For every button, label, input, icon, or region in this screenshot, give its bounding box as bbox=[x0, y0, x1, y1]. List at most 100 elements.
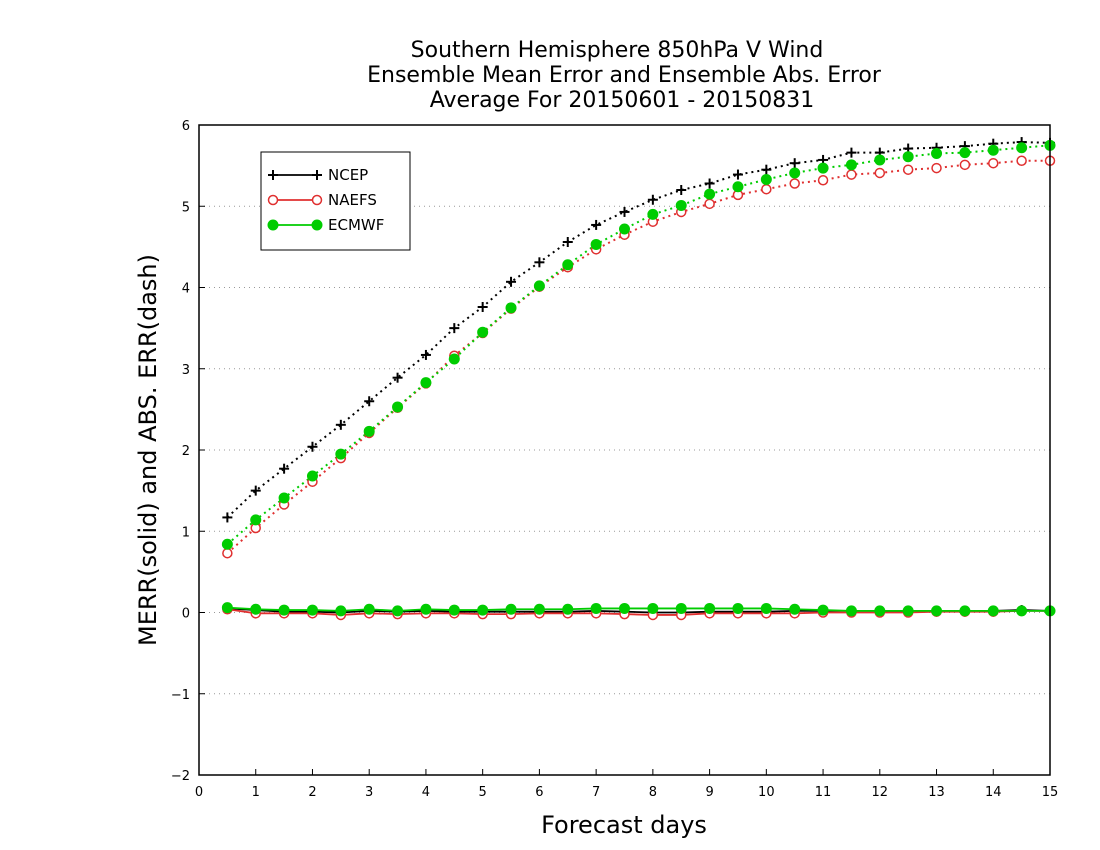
legend-label: NAEFS bbox=[328, 191, 377, 209]
legend-entry-ecmwf: ECMWF bbox=[267, 216, 384, 234]
naefs-abs-err-point bbox=[222, 547, 233, 559]
ncep-abs-err-point bbox=[732, 169, 743, 180]
ecmwf-abs-err-point bbox=[931, 147, 943, 159]
naefs-abs-err-point bbox=[789, 178, 800, 189]
naefs-abs-err-point bbox=[1016, 155, 1027, 166]
ncep-abs-err-point bbox=[420, 349, 431, 360]
ncep-abs-err-point bbox=[392, 372, 403, 383]
ecmwf-abs-err-point bbox=[874, 154, 886, 166]
legend-label: ECMWF bbox=[328, 216, 384, 234]
ecmwf-mean-err-point bbox=[363, 603, 375, 615]
ecmwf-abs-err-point bbox=[562, 259, 574, 271]
legend-marker bbox=[267, 219, 279, 231]
ecmwf-mean-err-point bbox=[619, 602, 630, 614]
ncep-abs-err-point bbox=[364, 396, 375, 407]
legend-label: NCEP bbox=[328, 166, 368, 184]
ecmwf-abs-err-point bbox=[533, 280, 545, 292]
naefs-abs-err-point bbox=[874, 167, 886, 179]
x-tick-label: 3 bbox=[365, 785, 373, 800]
ecmwf-abs-err-point bbox=[760, 173, 772, 185]
naefs-abs-err-point bbox=[761, 183, 772, 195]
ecmwf-abs-err-point bbox=[1016, 142, 1028, 154]
chart-title: Southern Hemisphere 850hPa V Wind Ensemb… bbox=[367, 38, 882, 113]
naefs-abs-err-point bbox=[817, 175, 829, 186]
ecmwf-abs-err-point bbox=[845, 159, 857, 171]
ecmwf-abs-err-point bbox=[704, 188, 716, 200]
ecmwf-mean-err-point bbox=[392, 605, 404, 617]
legend-box bbox=[260, 151, 411, 251]
ecmwf-mean-err-point bbox=[789, 603, 801, 615]
ecmwf-abs-err-point bbox=[392, 401, 404, 413]
ecmwf-mean-err-point bbox=[250, 603, 262, 615]
ncep-abs-err-point bbox=[250, 485, 261, 496]
y-tick-label: 5 bbox=[182, 200, 190, 215]
ecmwf-abs-err-point bbox=[789, 167, 801, 179]
x-tick-label: 13 bbox=[928, 785, 945, 800]
x-tick-label: 10 bbox=[758, 785, 775, 800]
ecmwf-abs-err-point bbox=[902, 151, 914, 163]
ecmwf-mean-err-point bbox=[562, 603, 574, 615]
x-tick-label: 9 bbox=[705, 785, 713, 800]
naefs-abs-err-point bbox=[902, 164, 914, 175]
ecmwf-abs-err-point bbox=[363, 425, 375, 437]
ecmwf-abs-err-point bbox=[619, 223, 630, 235]
title-line-1: Southern Hemisphere 850hPa V Wind bbox=[411, 38, 824, 63]
ncep-abs-err-point bbox=[477, 302, 488, 312]
ecmwf-abs-err-point bbox=[306, 470, 318, 482]
legend-entry-naefs: NAEFS bbox=[267, 191, 377, 209]
ecmwf-mean-err-point bbox=[675, 602, 687, 614]
x-tick-label: 5 bbox=[479, 785, 487, 800]
ncep-abs-err-point bbox=[704, 178, 715, 189]
ncep-abs-err-point bbox=[562, 237, 573, 247]
ncep-abs-err-point bbox=[647, 194, 658, 205]
ecmwf-mean-err-point bbox=[959, 605, 971, 617]
series-group bbox=[221, 137, 1056, 621]
naefs-abs-err-point bbox=[959, 159, 971, 171]
legend-marker bbox=[268, 170, 278, 180]
ecmwf-abs-err-point bbox=[817, 162, 829, 174]
ecmwf-abs-err-point bbox=[505, 302, 517, 314]
legend-marker bbox=[311, 219, 323, 231]
y-tick-label: 3 bbox=[182, 363, 190, 378]
x-tick-label: 4 bbox=[422, 785, 430, 800]
ncep-abs-err-point bbox=[307, 441, 318, 452]
legend: NCEP NAEFS ECMWF bbox=[260, 151, 411, 251]
ncep-abs-err-point bbox=[761, 164, 772, 175]
ecmwf-mean-err-point bbox=[760, 602, 772, 614]
ecmwf-mean-err-point bbox=[902, 605, 914, 617]
title-line-3: Average For 20150601 - 20150831 bbox=[430, 88, 815, 113]
ecmwf-abs-err-point bbox=[335, 448, 347, 460]
ncep-abs-err-point bbox=[506, 276, 517, 287]
ecmwf-abs-err-point bbox=[477, 326, 489, 338]
ecmwf-mean-err-point bbox=[1016, 605, 1028, 617]
naefs-abs-err-point bbox=[704, 198, 715, 210]
ncep-abs-err-point bbox=[449, 323, 460, 334]
ecmwf-abs-err-point bbox=[278, 492, 290, 504]
ncep-abs-err-point bbox=[222, 512, 233, 523]
ecmwf-mean-err-point bbox=[335, 605, 347, 617]
ecmwf-mean-err-point bbox=[420, 603, 432, 615]
x-tick-label: 15 bbox=[1042, 785, 1059, 800]
ncep-abs-err-point bbox=[619, 206, 630, 217]
legend-marker bbox=[311, 194, 323, 206]
ecmwf-mean-err-point bbox=[987, 605, 999, 617]
ncep-abs-err-point bbox=[591, 219, 602, 230]
x-tick-label: 6 bbox=[535, 785, 543, 800]
ecmwf-mean-err-point bbox=[505, 603, 517, 615]
y-tick-label: 4 bbox=[182, 282, 190, 297]
ecmwf-mean-err-point bbox=[817, 604, 829, 616]
x-tick-label: 2 bbox=[308, 785, 316, 800]
ecmwf-abs-err-point bbox=[250, 514, 262, 526]
x-axis: 0 1 2 3 4 5 6 7 8 9 10 11 12 13 14 15 bbox=[195, 769, 1058, 800]
ecmwf-mean-err-point bbox=[704, 602, 716, 614]
ecmwf-mean-err-point bbox=[647, 602, 659, 614]
ecmwf-mean-err-point bbox=[306, 604, 318, 616]
x-tick-label: 14 bbox=[985, 785, 1002, 800]
ecmwf-mean-err-point bbox=[732, 602, 744, 614]
ecmwf-abs-err-point bbox=[590, 238, 602, 250]
legend-entry-ncep: NCEP bbox=[268, 166, 368, 184]
y-tick-label: 0 bbox=[182, 607, 190, 622]
ecmwf-mean-err-point bbox=[845, 605, 857, 617]
y-tick-label: 1 bbox=[182, 525, 190, 540]
